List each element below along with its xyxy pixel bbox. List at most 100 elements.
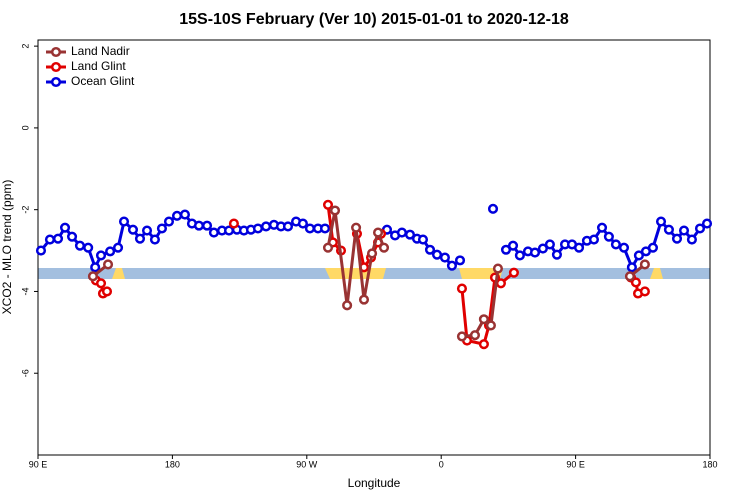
data-point — [378, 242, 390, 253]
data-point — [329, 205, 341, 216]
data-point — [573, 242, 585, 253]
data-point — [52, 233, 64, 244]
data-point — [66, 231, 78, 242]
data-point — [252, 223, 264, 234]
data-point — [630, 277, 641, 288]
x-axis-label: Longitude — [348, 476, 401, 490]
data-point — [95, 278, 107, 289]
data-point — [507, 240, 519, 251]
data-point — [446, 260, 458, 271]
x-tick-label: 90 E — [29, 459, 48, 469]
data-point — [105, 246, 116, 257]
data-point — [171, 210, 183, 221]
x-tick-label: 90 W — [296, 459, 318, 469]
data-point — [686, 234, 697, 245]
data-point — [424, 244, 436, 255]
data-point — [508, 267, 519, 278]
data-point — [156, 223, 167, 234]
y-tick-label: -6 — [20, 369, 30, 377]
y-tick-label: 0 — [20, 125, 30, 130]
data-point — [478, 339, 489, 350]
data-point — [514, 250, 525, 261]
data-point — [639, 286, 650, 297]
data-point — [44, 234, 55, 245]
data-point — [431, 249, 443, 260]
data-point — [112, 242, 124, 253]
legend-label: Land Nadir — [71, 44, 130, 58]
data-point — [127, 224, 139, 235]
data-point — [322, 242, 334, 253]
x-tick-label: 0 — [439, 459, 444, 469]
legend-label: Land Glint — [71, 59, 126, 73]
data-point — [544, 239, 555, 250]
data-point — [537, 243, 548, 254]
data-point — [529, 247, 541, 258]
data-point — [694, 223, 706, 234]
data-point — [351, 222, 362, 233]
x-tick-label: 180 — [165, 459, 180, 469]
data-point — [610, 239, 621, 250]
data-point — [647, 242, 659, 253]
data-point — [83, 242, 94, 253]
data-point — [304, 223, 315, 234]
data-point — [624, 271, 636, 282]
data-point — [342, 300, 353, 311]
data-point — [282, 221, 294, 232]
data-point — [297, 218, 308, 229]
data-point — [603, 231, 614, 242]
data-point — [59, 222, 71, 233]
data-point — [260, 221, 272, 232]
data-point — [367, 248, 378, 259]
data-point — [588, 234, 600, 245]
data-point — [228, 218, 239, 229]
data-point — [101, 286, 113, 297]
data-point — [35, 245, 47, 256]
data-point — [456, 283, 468, 294]
data-point — [141, 225, 153, 236]
data-point — [478, 314, 489, 325]
data-point — [90, 262, 101, 273]
data-point — [495, 278, 506, 289]
data-point — [492, 263, 503, 274]
data-point — [469, 330, 480, 341]
data-point — [454, 255, 466, 266]
data-point — [618, 242, 630, 253]
data-point — [485, 320, 496, 331]
data-point — [439, 252, 450, 263]
chart-title: 15S-10S February (Ver 10) 2015-01-01 to … — [179, 11, 569, 28]
data-point — [319, 223, 331, 234]
data-point — [663, 224, 674, 235]
data-point — [179, 209, 190, 220]
data-point — [358, 294, 370, 305]
data-point — [417, 234, 429, 245]
data-point — [208, 227, 219, 238]
data-point — [372, 227, 384, 238]
data-point — [655, 216, 667, 227]
data-point — [500, 244, 512, 255]
data-point — [596, 222, 608, 233]
x-tick-label: 180 — [702, 459, 717, 469]
y-axis-label: XCO2 - MLO trend (ppm) — [0, 180, 14, 315]
data-point — [134, 233, 146, 244]
legend-label: Ocean Glint — [71, 74, 135, 88]
data-point — [118, 216, 130, 227]
data-point — [74, 240, 86, 251]
series-line — [92, 210, 646, 338]
land-patch — [325, 268, 386, 279]
legend-marker — [50, 61, 62, 73]
land-patch — [112, 268, 125, 279]
data-point — [626, 262, 637, 273]
land-mask — [38, 268, 710, 279]
data-point — [678, 225, 690, 236]
y-tick-label: 2 — [20, 44, 30, 49]
legend-marker — [50, 76, 62, 88]
y-tick-label: -4 — [20, 287, 30, 295]
data-point — [163, 216, 175, 227]
data-point — [95, 250, 107, 261]
data-point — [396, 227, 407, 238]
data-point — [639, 259, 650, 270]
data-point — [633, 250, 644, 261]
data-point — [149, 234, 160, 245]
x-tick-label: 90 E — [566, 459, 585, 469]
